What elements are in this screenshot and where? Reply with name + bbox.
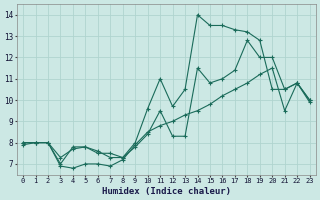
X-axis label: Humidex (Indice chaleur): Humidex (Indice chaleur) bbox=[102, 187, 231, 196]
